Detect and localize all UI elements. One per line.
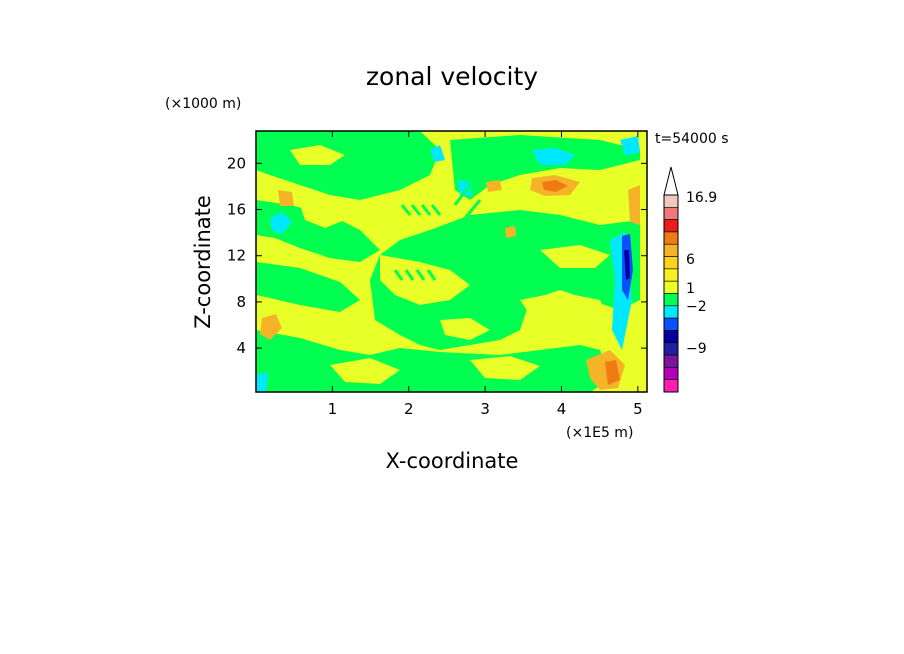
y-unit-label: (×1000 m)	[165, 96, 241, 112]
wave-streak	[410, 204, 422, 216]
contour-region	[458, 180, 472, 196]
plot-frame	[255, 130, 648, 393]
time-label: t=54000 s	[655, 131, 729, 147]
contour-region	[380, 255, 470, 305]
colorbar-bin	[663, 194, 679, 208]
x-tick-label: 2	[404, 400, 414, 418]
contour-region	[290, 145, 345, 165]
x-unit-label: (×1E5 m)	[566, 425, 633, 441]
wave-streak	[415, 269, 426, 281]
contour-region	[532, 148, 575, 165]
contour-region	[542, 180, 568, 192]
wave-streak	[404, 269, 415, 281]
contour-region	[278, 190, 294, 206]
contour-region	[470, 356, 540, 380]
contour-fields	[256, 131, 640, 392]
x-axis: 1 2 3 4 5	[328, 131, 643, 418]
x-tick-label: 5	[633, 400, 643, 418]
chart-title: zonal velocity	[366, 62, 538, 91]
colorbar-bin	[663, 367, 679, 380]
contour-region	[300, 205, 345, 228]
wave-streaks	[393, 184, 482, 281]
contour-region	[540, 245, 610, 268]
colorbar-label: 16.9	[686, 190, 717, 206]
colorbar-bin	[663, 305, 679, 319]
x-tick-label: 3	[480, 400, 490, 418]
wave-streak	[393, 269, 404, 281]
contour-region	[260, 314, 282, 340]
x-axis-title: X-coordinate	[386, 449, 519, 473]
contour-region	[486, 180, 502, 192]
colorbar-bin	[663, 342, 679, 356]
colorbar-extend-arrow	[663, 166, 679, 196]
wave-streak	[400, 204, 412, 216]
colorbar-bin	[663, 354, 679, 368]
x-tick-label: 1	[328, 400, 338, 418]
wave-streak	[430, 204, 442, 216]
contour-region	[430, 145, 445, 162]
y-tick-label: 12	[227, 247, 246, 265]
colorbar-bin	[663, 293, 679, 307]
y-tick-label: 8	[236, 293, 246, 311]
contour-region	[256, 262, 360, 312]
contour-region	[620, 136, 640, 156]
colorbar-bin	[663, 219, 679, 233]
y-axis-title: Z-coordinate	[191, 195, 215, 329]
y-tick-label: 20	[227, 154, 246, 172]
contour-region	[256, 200, 380, 262]
wave-streak	[420, 204, 432, 216]
contour-region	[505, 226, 516, 238]
wave-streak	[460, 199, 482, 223]
contour-region	[624, 250, 630, 280]
colorbar-label: −9	[686, 341, 707, 357]
contour-region	[330, 358, 400, 384]
colorbar-bin	[663, 231, 679, 245]
wave-streak	[453, 184, 472, 206]
colorbar-frame	[663, 194, 679, 393]
y-tick-label: 16	[227, 201, 246, 219]
contour-region	[628, 185, 640, 225]
colorbar-bin	[663, 268, 679, 282]
colorbar-label: 1	[686, 281, 695, 297]
y-tick-label: 4	[236, 339, 246, 357]
contour-region	[520, 292, 610, 330]
contour-region	[270, 212, 292, 234]
colorbar-label: 6	[686, 252, 695, 268]
contour-region	[440, 318, 490, 340]
wave-streak	[426, 269, 437, 281]
contour-region	[605, 360, 620, 385]
contour-region	[370, 210, 640, 350]
colorbar-bin	[663, 207, 679, 220]
colorbar: 16.9 6 1 −2 −9	[663, 166, 717, 393]
contour-region	[262, 355, 330, 380]
x-tick-label: 4	[557, 400, 567, 418]
contour-region	[256, 372, 268, 392]
colorbar-bin	[663, 280, 679, 294]
contour-region	[450, 135, 640, 200]
colorbar-bin	[663, 330, 679, 344]
colorbar-bin	[663, 317, 679, 331]
colorbar-bin	[663, 379, 679, 393]
colorbar-bin	[663, 256, 679, 270]
y-axis: 4 8 12 16 20	[227, 154, 647, 357]
colorbar-bin	[663, 243, 679, 257]
colorbar-label: −2	[686, 299, 707, 315]
